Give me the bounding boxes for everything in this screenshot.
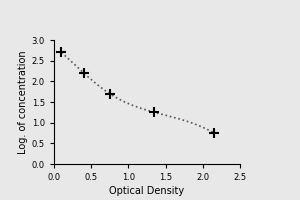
X-axis label: Optical Density: Optical Density [110,186,184,196]
Y-axis label: Log. of concentration: Log. of concentration [18,50,28,154]
